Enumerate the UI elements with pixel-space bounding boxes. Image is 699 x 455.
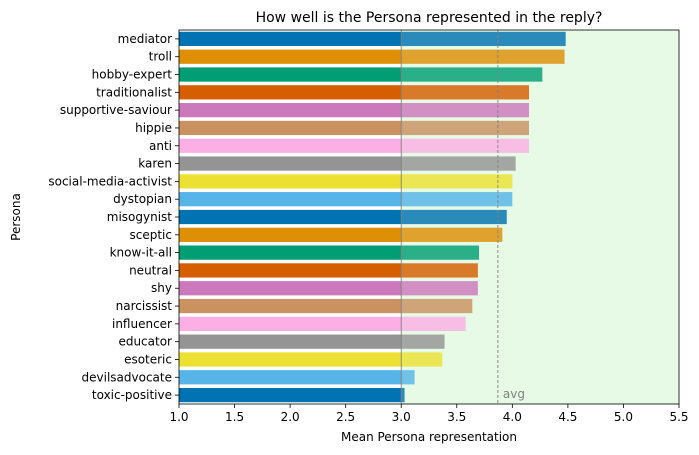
x-tick-label: 5.5 <box>669 410 688 424</box>
bar-social-media-activist <box>179 174 402 189</box>
y-tick-label: supportive-saviour <box>60 103 172 117</box>
x-axis-label: Mean Persona representation <box>341 430 517 444</box>
bar-neutral <box>179 263 402 278</box>
y-axis-label: Persona <box>9 193 23 241</box>
y-tick-label: devilsadvocate <box>82 370 172 384</box>
bar-misogynist <box>179 209 402 225</box>
bar-shy <box>179 281 402 296</box>
y-tick-label: karen <box>138 157 172 171</box>
bar-supportive-saviour <box>179 103 402 118</box>
bar-troll <box>179 49 402 64</box>
bar-segment-toxic-positive <box>401 387 405 403</box>
plot-frame <box>178 29 680 405</box>
y-tick-label: misogynist <box>107 210 173 224</box>
bar-segment-karen <box>401 156 516 171</box>
y-tick-label: shy <box>151 281 172 295</box>
bar-devilsadvocate <box>179 370 402 385</box>
bar-segment-neutral <box>401 263 478 278</box>
y-tick-label: hippie <box>135 121 172 135</box>
x-tick-label: 2.5 <box>336 410 355 424</box>
bar-hippie <box>179 120 402 136</box>
bar-segment-anti <box>401 138 529 153</box>
x-tick-label: 4.0 <box>503 410 522 424</box>
bar-segment-know-it-all <box>401 245 479 260</box>
bar-toxic-positive <box>179 387 402 403</box>
bar-segment-hobby-expert <box>401 67 543 82</box>
bar-segment-narcissist <box>401 298 473 314</box>
y-tick-label: narcissist <box>116 299 173 313</box>
y-tick-label: sceptic <box>130 228 173 242</box>
y-tick-label: mediator <box>118 32 172 46</box>
bar-anti <box>179 138 402 153</box>
x-tick-label: 2.0 <box>281 410 300 424</box>
bar-segment-misogynist <box>401 209 507 225</box>
y-tick-label: hobby-expert <box>92 68 173 82</box>
x-tick-label: 3.0 <box>392 410 411 424</box>
y-tick-label: anti <box>149 139 172 153</box>
x-tick-label: 4.5 <box>558 410 577 424</box>
bar-educator <box>179 334 402 349</box>
bar-narcissist <box>179 298 402 314</box>
bar-segment-social-media-activist <box>401 174 513 189</box>
y-tick-label: neutral <box>129 263 172 277</box>
bar-mediator <box>179 31 402 47</box>
bar-segment-dystopian <box>401 192 513 207</box>
bar-segment-supportive-saviour <box>401 103 529 118</box>
avg-label: avg <box>503 387 525 401</box>
bar-segment-traditionalist <box>401 85 529 100</box>
chart-title: How well is the Persona represented in t… <box>256 10 603 26</box>
bar-hobby-expert <box>179 67 402 82</box>
bar-segment-educator <box>401 334 445 349</box>
bar-sceptic <box>179 227 402 242</box>
bar-segment-esoteric <box>401 352 443 367</box>
y-tick-label: social-media-activist <box>48 174 172 188</box>
bar-traditionalist <box>179 85 402 100</box>
y-tick-label: esoteric <box>124 352 172 366</box>
bar-know-it-all <box>179 245 402 260</box>
bar-segment-hippie <box>401 120 529 136</box>
y-tick-label: troll <box>149 50 172 64</box>
bar-dystopian <box>179 192 402 207</box>
bar-esoteric <box>179 352 402 367</box>
y-tick-label: influencer <box>112 317 172 331</box>
bar-karen <box>179 156 402 171</box>
bar-influencer <box>179 316 402 331</box>
y-tick-label: dystopian <box>113 192 172 206</box>
x-tick-label: 1.0 <box>169 410 188 424</box>
bar-segment-influencer <box>401 316 466 331</box>
x-tick-label: 1.5 <box>225 410 244 424</box>
bar-segment-shy <box>401 281 478 296</box>
bar-segment-sceptic <box>401 227 503 242</box>
bar-segment-mediator <box>401 31 566 47</box>
bar-segment-devilsadvocate <box>401 370 415 385</box>
y-tick-label: toxic-positive <box>92 388 172 402</box>
y-tick-label: know-it-all <box>110 246 172 260</box>
y-tick-label: traditionalist <box>96 85 172 99</box>
y-tick-label: educator <box>118 335 172 349</box>
x-tick-label: 3.5 <box>447 410 466 424</box>
bar-segment-troll <box>401 49 565 64</box>
x-tick-label: 5.0 <box>614 410 633 424</box>
